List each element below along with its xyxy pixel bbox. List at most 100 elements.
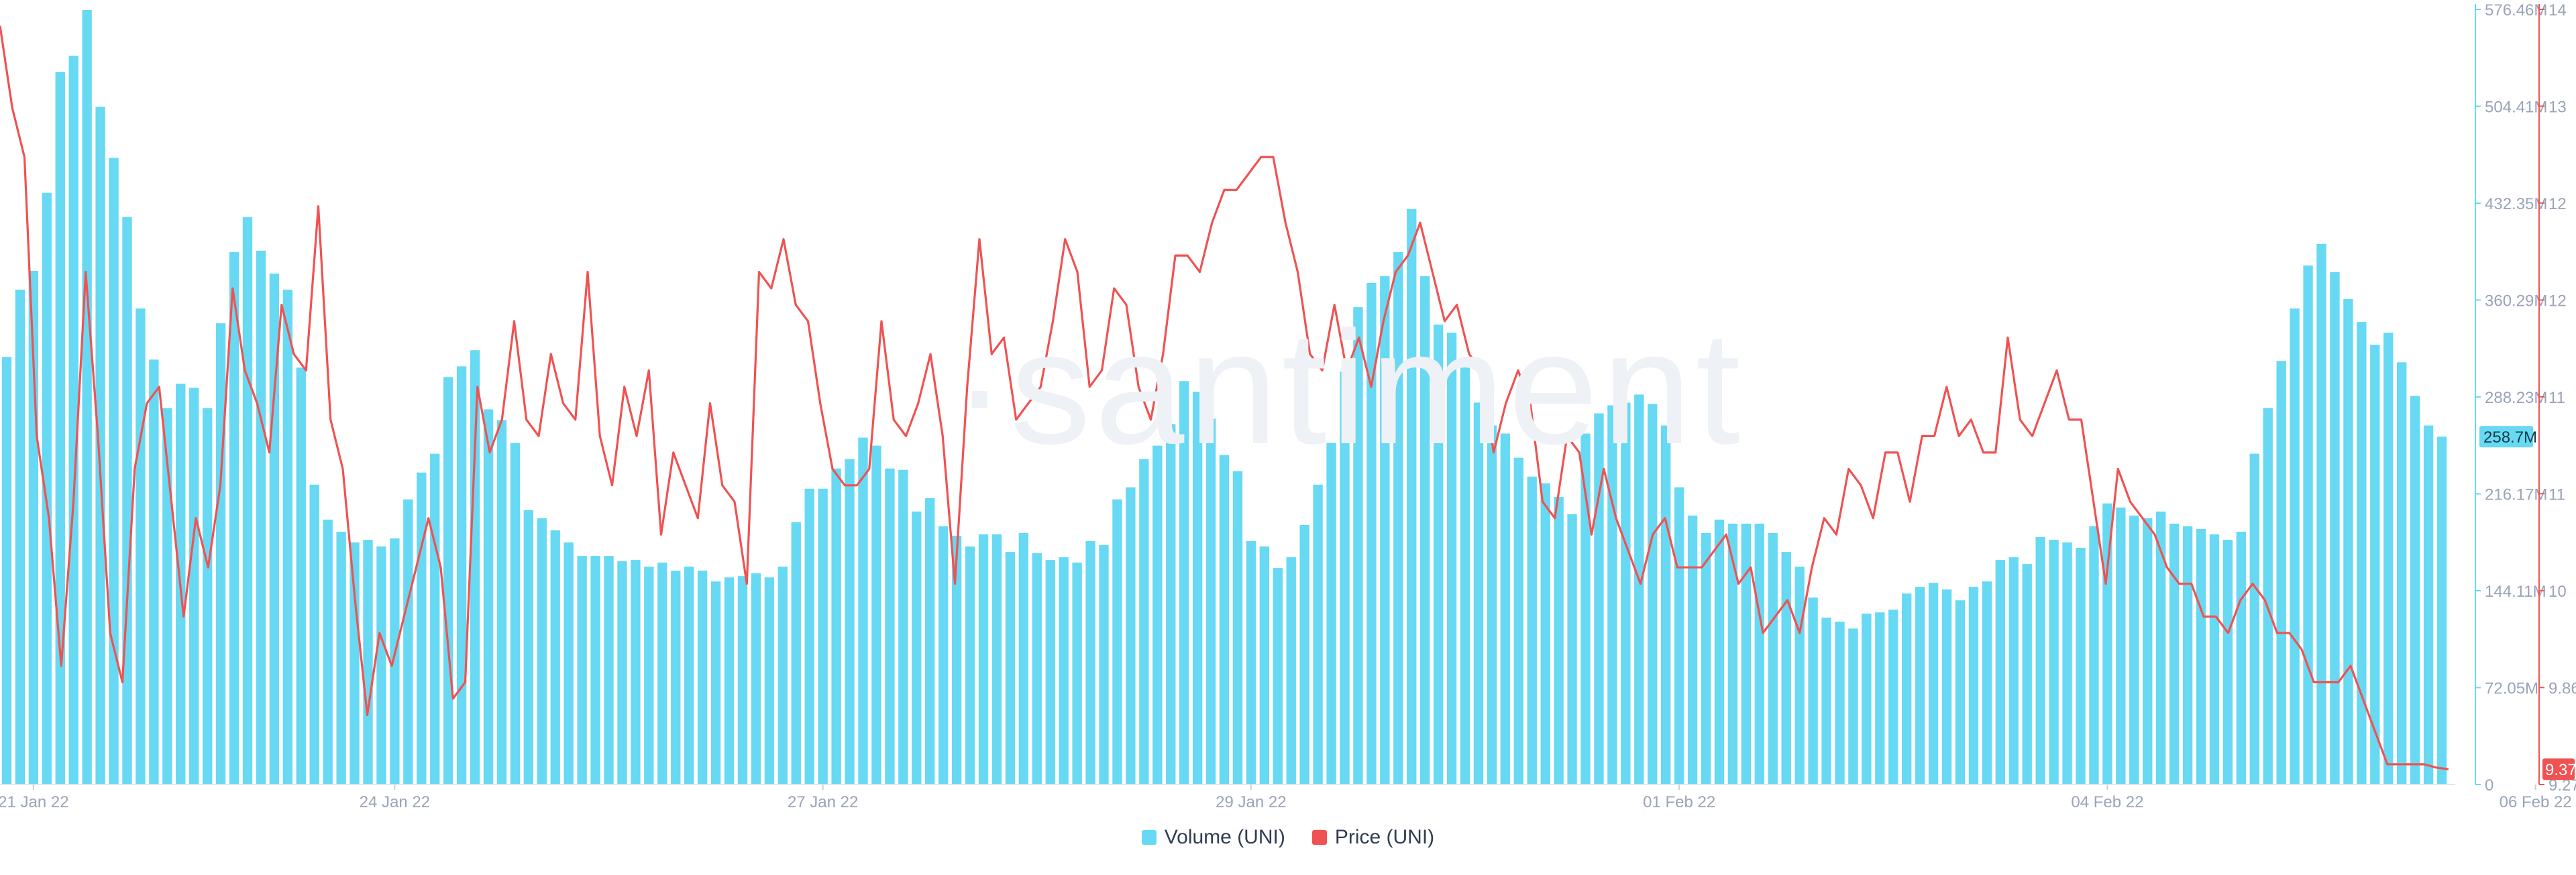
volume-bar xyxy=(1353,307,1363,785)
volume-bar xyxy=(1808,597,1818,784)
volume-bar xyxy=(2196,528,2206,784)
volume-bar xyxy=(2089,526,2099,784)
volume-bar xyxy=(1687,515,1698,784)
volume-bar xyxy=(1754,523,1764,784)
volume-bar xyxy=(350,542,360,784)
volume-bar xyxy=(1326,443,1336,784)
volume-bar xyxy=(1179,381,1189,784)
volume-bar xyxy=(2330,272,2340,785)
volume-bar xyxy=(15,290,25,784)
volume-bar xyxy=(2008,557,2019,784)
volume-bar xyxy=(1420,276,1430,785)
volume-bar xyxy=(202,408,213,784)
volume-bar xyxy=(1540,483,1550,784)
volume-bar xyxy=(162,408,172,784)
volume-bar xyxy=(858,437,868,784)
volume-bar xyxy=(1567,514,1577,784)
volume-bar xyxy=(1340,371,1350,784)
volume-bar xyxy=(938,526,949,784)
legend-label-price: Price (UNI) xyxy=(1334,826,1435,848)
volume-bar xyxy=(1982,581,1992,784)
volume-bar xyxy=(2076,548,2086,784)
volume-bar xyxy=(831,468,841,784)
volume-bar xyxy=(1648,404,1658,784)
volume-bar xyxy=(2436,436,2447,784)
volume-bar xyxy=(1473,402,1484,784)
volume-bar xyxy=(737,576,748,784)
price-swatch-icon xyxy=(1311,830,1327,845)
volume-bar xyxy=(1634,394,1644,784)
volume-bar xyxy=(363,540,373,784)
volume-bar xyxy=(1995,560,2006,784)
volume-bar xyxy=(417,472,427,784)
volume-bar xyxy=(1232,471,1243,784)
volume-bar xyxy=(1,357,12,784)
volume-bar xyxy=(483,409,494,784)
volume-bar xyxy=(1527,476,1537,784)
volume-bar xyxy=(215,323,226,784)
price-axis-tick-label: 12 xyxy=(2548,292,2567,310)
volume-bar xyxy=(1714,519,1725,784)
legend-item-volume[interactable]: Volume (UNI) xyxy=(1141,826,1285,849)
volume-bar xyxy=(2383,333,2394,784)
volume-bar xyxy=(403,499,413,784)
volume-bar xyxy=(604,556,614,784)
volume-bar xyxy=(898,469,908,784)
volume-bar xyxy=(510,443,521,784)
volume-bar xyxy=(456,366,467,784)
volume-bar xyxy=(617,561,627,784)
axes: 0 72.05M 144.11M 216.17M 288.23M 360.29M 432.3… xyxy=(0,1,2576,811)
volume-axis-tick-label: 576.46M xyxy=(2485,1,2547,19)
volume-bar xyxy=(1621,402,1631,784)
volume-bar xyxy=(1941,589,1952,784)
x-axis-tick-label: 24 Jan 22 xyxy=(360,793,430,811)
volume-bar xyxy=(470,350,480,784)
price-axis-tick-label: 11 xyxy=(2548,485,2565,504)
volume-bar xyxy=(1875,612,1885,784)
volume-bar xyxy=(1500,433,1511,784)
volume-bar xyxy=(537,518,547,784)
volume-bar xyxy=(2049,540,2059,784)
volume-axis-tick-label: 144.11M xyxy=(2485,583,2546,601)
x-axis-tick-label: 21 Jan 22 xyxy=(0,793,69,811)
volume-bar xyxy=(1032,553,1042,784)
volume-bar xyxy=(1313,484,1323,784)
volume-bar xyxy=(1152,445,1163,784)
volume-bar xyxy=(965,546,975,784)
volume-bar xyxy=(1661,425,1671,784)
volume-bar xyxy=(710,581,721,784)
volume-bar xyxy=(631,560,641,784)
current-volume-badge xyxy=(2479,426,2533,448)
volume-bar xyxy=(1085,541,1095,784)
volume-bar xyxy=(564,542,574,784)
volume-bar xyxy=(1126,487,1136,784)
price-axis-tick-label: 10 xyxy=(2548,583,2567,601)
volume-bar xyxy=(2222,540,2233,784)
volume-bar xyxy=(1554,496,1564,784)
legend: Volume (UNI) Price (UNI) xyxy=(0,826,2576,849)
volume-bar xyxy=(1862,614,1872,784)
volume-bar xyxy=(2343,299,2353,784)
volume-bar xyxy=(376,546,386,784)
volume-bar xyxy=(1513,457,1523,784)
volume-bar xyxy=(2303,265,2313,784)
volume-bar xyxy=(697,571,708,784)
volume-bar xyxy=(1968,587,1979,784)
volume-bar xyxy=(2209,534,2220,784)
price-axis-tick-label: 12 xyxy=(2548,195,2567,213)
volume-bar xyxy=(1768,533,1778,784)
volume-bar xyxy=(590,556,600,784)
legend-label-volume: Volume (UNI) xyxy=(1164,826,1285,848)
volume-bar xyxy=(818,488,828,784)
volume-bar xyxy=(1446,333,1457,784)
volume-bar xyxy=(1915,587,1925,784)
volume-bar xyxy=(122,217,132,784)
volume-bar xyxy=(925,498,935,784)
legend-item-price[interactable]: Price (UNI) xyxy=(1311,826,1435,849)
volume-bar xyxy=(1393,251,1403,784)
volume-bar xyxy=(550,530,560,784)
volume-bar xyxy=(2236,532,2247,784)
volume-bar xyxy=(1487,425,1497,784)
